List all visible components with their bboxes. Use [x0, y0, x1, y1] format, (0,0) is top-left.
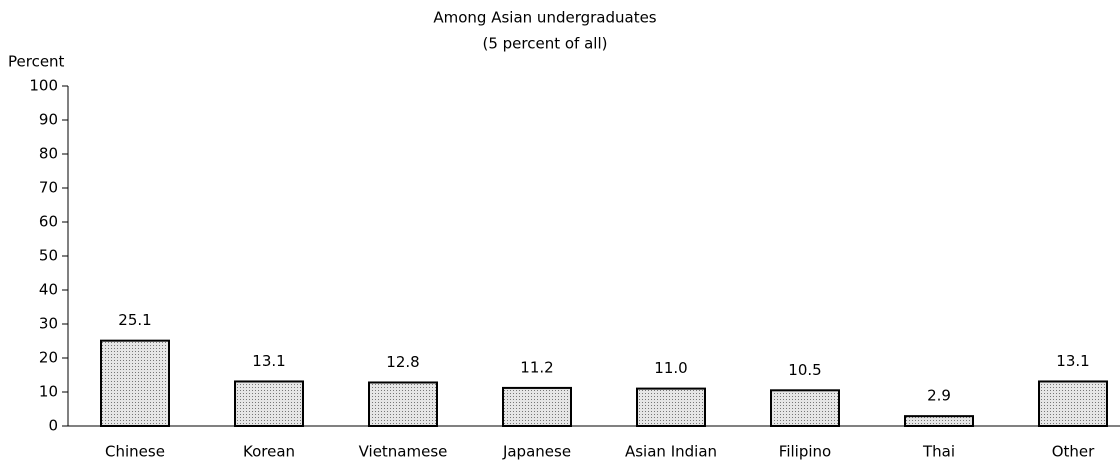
x-tick-label: Asian Indian — [625, 443, 717, 461]
x-tick-label: Chinese — [105, 443, 165, 461]
data-label: 13.1 — [252, 352, 285, 370]
y-tick-label: 50 — [39, 247, 58, 265]
data-label: 10.5 — [788, 361, 821, 379]
y-tick-label: 70 — [39, 179, 58, 197]
y-tick-label: 40 — [39, 281, 58, 299]
data-label: 11.2 — [520, 358, 553, 376]
bar — [368, 381, 438, 428]
y-tick-label: 90 — [39, 111, 58, 129]
bar — [904, 415, 974, 428]
data-label: 25.1 — [118, 311, 151, 329]
y-tick-label: 20 — [39, 349, 58, 367]
x-tick-label: Korean — [243, 443, 295, 461]
chart-subtitle: (5 percent of all) — [483, 35, 608, 53]
y-tick-label: 80 — [39, 145, 58, 163]
bar — [502, 386, 572, 428]
data-label: 2.9 — [927, 387, 951, 405]
y-tick-label: 100 — [29, 77, 58, 95]
x-tick-label: Thai — [922, 443, 955, 461]
x-tick-label: Filipino — [779, 443, 831, 461]
bar — [100, 339, 170, 427]
y-tick-label: 0 — [48, 417, 58, 435]
y-axis-label: Percent — [8, 53, 65, 71]
bar — [770, 389, 840, 427]
x-tick-label: Other — [1052, 443, 1095, 461]
x-tick-label: Vietnamese — [359, 443, 448, 461]
data-label: 13.1 — [1056, 352, 1089, 370]
chart-title: Among Asian undergraduates — [433, 9, 656, 27]
bar — [636, 387, 706, 428]
bar — [1038, 380, 1108, 427]
data-label: 11.0 — [654, 359, 687, 377]
x-tick-label: Japanese — [502, 443, 571, 461]
y-tick-label: 10 — [39, 383, 58, 401]
bar — [234, 380, 304, 427]
data-label: 12.8 — [386, 353, 419, 371]
y-tick-label: 60 — [39, 213, 58, 231]
y-tick-label: 30 — [39, 315, 58, 333]
